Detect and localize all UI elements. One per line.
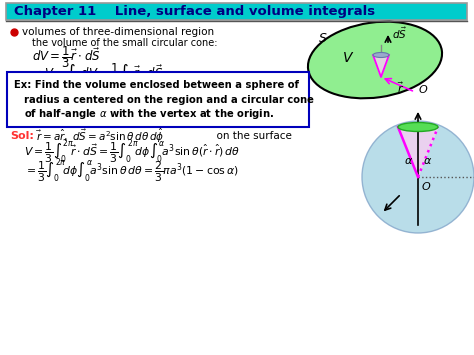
Text: $dV = \dfrac{1}{3}\vec{r}\cdot d\vec{S}$: $dV = \dfrac{1}{3}\vec{r}\cdot d\vec{S}$ (32, 44, 100, 70)
Text: of half-angle $\alpha$ with the vertex at the origin.: of half-angle $\alpha$ with the vertex a… (24, 107, 274, 121)
Text: radius a centered on the region and a circular cone: radius a centered on the region and a ci… (24, 95, 314, 105)
Text: $V$: $V$ (342, 51, 354, 65)
Text: $O$: $O$ (421, 180, 431, 192)
Text: $d\vec{S}$: $d\vec{S}$ (392, 25, 407, 41)
Ellipse shape (362, 121, 474, 233)
Text: Chapter 11    Line, surface and volume integrals: Chapter 11 Line, surface and volume inte… (14, 5, 375, 18)
Ellipse shape (308, 22, 442, 98)
Text: $= \dfrac{1}{3}\int_0^{2\pi}\!d\phi\int_0^{\alpha}\! a^3\sin\theta\,d\theta = \d: $= \dfrac{1}{3}\int_0^{2\pi}\!d\phi\int_… (24, 157, 239, 185)
Ellipse shape (373, 53, 389, 58)
Text: on the surface: on the surface (210, 131, 292, 141)
Bar (7, 72, 309, 127)
Text: $\alpha$: $\alpha$ (404, 156, 413, 166)
Text: $V = \dfrac{1}{3}\int_0^{2\pi}\!\vec{r}\cdot d\vec{S} = \dfrac{1}{3}\int_0^{2\pi: $V = \dfrac{1}{3}\int_0^{2\pi}\!\vec{r}\… (24, 138, 240, 166)
Polygon shape (398, 127, 438, 177)
Text: volumes of three-dimensional region: volumes of three-dimensional region (22, 27, 214, 37)
Text: Sol:: Sol: (10, 131, 34, 141)
Polygon shape (373, 55, 389, 77)
Text: Ex: Find the volume enclosed between a sphere of: Ex: Find the volume enclosed between a s… (14, 80, 299, 90)
Bar (6, 3, 467, 20)
Text: $\alpha$: $\alpha$ (423, 156, 432, 166)
Text: $O$: $O$ (418, 83, 428, 95)
Ellipse shape (398, 122, 438, 131)
Text: $\vec{r} = a\hat{r},\ d\vec{S} = a^2\sin\theta\,d\theta\,d\hat{\phi}$: $\vec{r} = a\hat{r},\ d\vec{S} = a^2\sin… (36, 127, 164, 145)
Text: the volume of the small circular cone:: the volume of the small circular cone: (32, 38, 218, 48)
Text: $\Rightarrow V = \int_V dV = \dfrac{1}{3}\int_S \vec{r}\cdot d\vec{S}$: $\Rightarrow V = \int_V dV = \dfrac{1}{3… (30, 61, 163, 87)
Text: $S$: $S$ (318, 32, 328, 44)
Text: $\vec{r}$: $\vec{r}$ (397, 81, 404, 95)
